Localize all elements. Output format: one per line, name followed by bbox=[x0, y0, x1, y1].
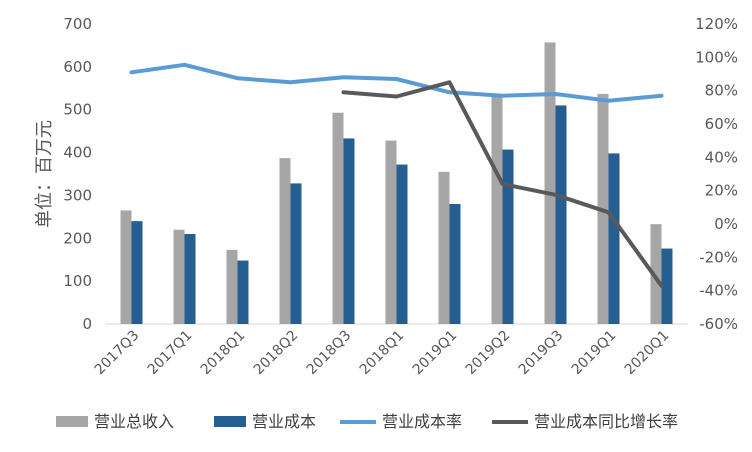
bar-cost bbox=[449, 204, 461, 324]
bar-cost bbox=[184, 234, 196, 324]
bar-cost bbox=[237, 260, 249, 324]
right-tick-label: 120% bbox=[695, 15, 738, 33]
bar-revenue bbox=[173, 229, 185, 324]
legend-label: 营业成本 bbox=[252, 412, 316, 431]
bar-revenue bbox=[279, 158, 291, 324]
left-tick-label: 300 bbox=[63, 186, 92, 204]
legend-item-cost-yoy: 营业成本同比增长率 bbox=[492, 412, 678, 431]
legend-swatch bbox=[214, 416, 246, 427]
right-tick-label: 0% bbox=[714, 215, 738, 233]
right-tick-label: 20% bbox=[705, 182, 738, 200]
y-axis-label: 单位：百万元 bbox=[34, 120, 55, 228]
left-tick-label: 100 bbox=[63, 272, 92, 290]
legend-swatch bbox=[56, 416, 88, 427]
left-tick-label: 0 bbox=[82, 315, 92, 333]
right-tick-label: -20% bbox=[699, 248, 738, 266]
bar-cost bbox=[290, 183, 302, 324]
bars-group bbox=[120, 42, 673, 325]
left-axis-ticks: 0 100 200 300 400 500 600 700 bbox=[63, 15, 92, 333]
bar-revenue bbox=[332, 112, 344, 324]
left-tick-label: 500 bbox=[63, 101, 92, 119]
x-tick-label: 2019Q3 bbox=[516, 328, 567, 379]
legend-label: 营业成本率 bbox=[382, 412, 462, 431]
right-tick-label: 60% bbox=[705, 115, 738, 133]
x-tick-label: 2020Q1 bbox=[622, 328, 673, 379]
bar-cost bbox=[661, 248, 673, 324]
right-tick-label: -60% bbox=[699, 315, 738, 333]
left-tick-label: 600 bbox=[63, 58, 92, 76]
x-tick-label: 2017Q1 bbox=[145, 328, 196, 379]
legend-item-cost: 营业成本 bbox=[214, 412, 316, 431]
x-tick-label: 2018Q2 bbox=[251, 328, 302, 379]
x-axis-ticks: 2017Q3 2017Q1 2018Q1 2018Q2 2018Q3 2018Q1 2019… bbox=[92, 328, 673, 379]
x-tick-label: 2018Q3 bbox=[304, 328, 355, 379]
legend-label: 营业成本同比增长率 bbox=[534, 412, 678, 431]
bar-cost bbox=[502, 149, 514, 324]
right-tick-label: 100% bbox=[695, 48, 738, 66]
left-tick-label: 700 bbox=[63, 15, 92, 33]
x-tick-label: 2019Q2 bbox=[463, 328, 514, 379]
bar-cost bbox=[343, 138, 355, 324]
right-axis-ticks: -60% -40% -20% 0% 20% 40% 60% 80% 100% 120% bbox=[695, 15, 738, 333]
right-tick-label: 80% bbox=[705, 82, 738, 100]
x-tick-label: 2017Q3 bbox=[92, 328, 143, 379]
left-tick-label: 200 bbox=[63, 229, 92, 247]
bar-revenue bbox=[438, 171, 450, 324]
bar-cost bbox=[396, 164, 408, 324]
right-tick-label: -40% bbox=[699, 282, 738, 300]
x-tick-label: 2018Q1 bbox=[198, 328, 249, 379]
x-tick-label: 2019Q1 bbox=[569, 328, 620, 379]
bar-cost bbox=[555, 105, 567, 324]
bar-revenue bbox=[650, 224, 662, 324]
bar-revenue bbox=[491, 96, 503, 324]
x-tick-label: 2018Q1 bbox=[357, 328, 408, 379]
bar-revenue bbox=[544, 42, 556, 325]
legend-label: 营业总收入 bbox=[94, 412, 174, 431]
bar-revenue bbox=[385, 140, 397, 324]
legend-item-revenue: 营业总收入 bbox=[56, 412, 174, 431]
x-tick-label: 2019Q1 bbox=[410, 328, 461, 379]
right-tick-label: 40% bbox=[705, 148, 738, 166]
bar-revenue bbox=[226, 249, 238, 324]
line-cost-ratio bbox=[129, 62, 664, 103]
bar-cost bbox=[131, 221, 143, 324]
line-cost-yoy-growth bbox=[341, 80, 664, 288]
bar-revenue bbox=[120, 210, 132, 324]
left-tick-label: 400 bbox=[63, 144, 92, 162]
legend: 营业总收入 营业成本 营业成本率 营业成本同比增长率 bbox=[56, 412, 678, 431]
bar-cost bbox=[608, 153, 620, 324]
lines-group bbox=[129, 62, 664, 288]
legend-item-cost-ratio: 营业成本率 bbox=[340, 412, 462, 431]
